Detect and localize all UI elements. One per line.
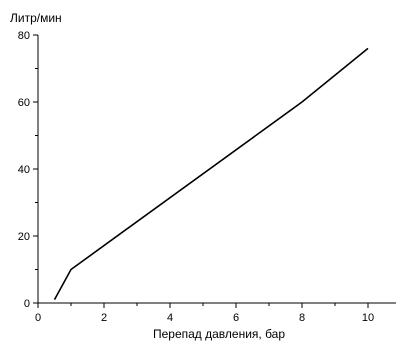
y-tick-label: 0 [24,298,30,310]
y-tick-label: 80 [18,30,30,42]
x-tick-label: 4 [167,312,173,324]
x-axis-title: Перепад давления, бар [153,327,285,341]
x-tick-label: 2 [101,312,107,324]
axis-ticks [33,34,369,308]
axes [37,35,396,304]
y-tick-label: 60 [18,97,30,109]
series-group [53,47,369,300]
x-tick-label: 6 [233,312,239,324]
y-tick-label: 20 [18,231,30,243]
y-tick-label: 40 [18,164,30,176]
series-line [53,47,369,300]
y-axis-title: Литр/мин [10,11,62,25]
x-tick-label: 10 [362,312,374,324]
tick-labels: 0 2 4 6 8 10 0 20 40 60 80 [18,30,374,324]
x-tick-label: 8 [299,312,305,324]
x-tick-label: 0 [35,312,41,324]
